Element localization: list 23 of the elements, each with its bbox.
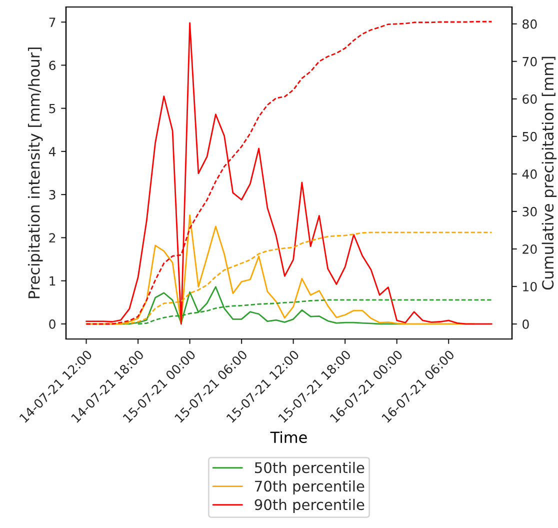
y-tick-label: 6 <box>49 60 56 70</box>
y-tick-label: 7 <box>49 18 56 27</box>
y-tick-label: 4 <box>48 147 56 156</box>
y-tick-label: 2 <box>49 233 56 242</box>
y2-tick-label: 0 <box>522 319 529 329</box>
y2-tick-label: 30 <box>522 206 537 216</box>
y2-tick-label: 70 <box>522 56 537 66</box>
y-tick-label: 0 <box>49 319 56 329</box>
y2-tick-label: 60 <box>522 94 537 104</box>
y2-tick-label: 40 <box>522 169 537 179</box>
legend-label: 70th percentile <box>255 480 364 494</box>
y-axis-title: Precipitation intensity [mm/hour] <box>28 48 43 298</box>
y2-axis-title: Cumulative precipitation [mm] <box>542 56 557 290</box>
y-tick-label: 3 <box>49 190 56 200</box>
y2-tick-label: 10 <box>523 282 537 292</box>
legend-label: 50th percentile <box>255 462 364 476</box>
x-axis-title: Time <box>270 431 307 444</box>
legend-label: 90th percentile <box>254 498 364 513</box>
y2-tick-label: 20 <box>522 244 537 254</box>
y2-tick-label: 50 <box>522 132 537 142</box>
y-tick-label: 5 <box>49 104 56 114</box>
y-tick-label: 1 <box>50 276 56 286</box>
y2-tick-label: 80 <box>522 19 537 29</box>
